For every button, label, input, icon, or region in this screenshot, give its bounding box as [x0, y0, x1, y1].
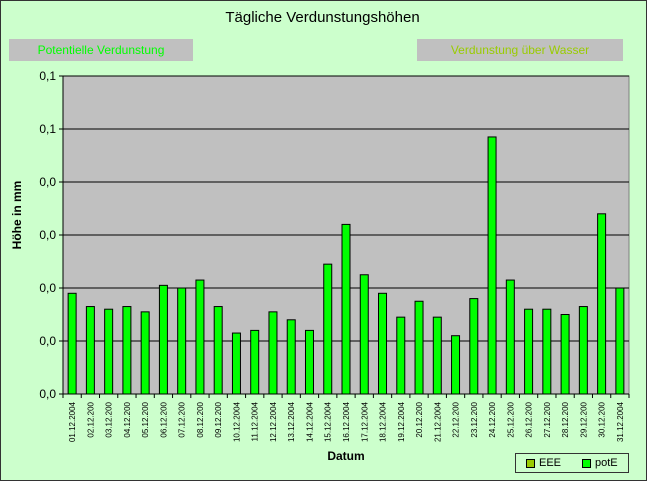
bar-pote — [414, 300, 424, 395]
x-tick-label: 25.12.200 — [506, 401, 515, 437]
x-tick-label: 24.12.200 — [488, 401, 497, 437]
y-axis-title: Höhe in mm — [10, 180, 24, 250]
x-tick-label: 06.12.200 — [159, 401, 168, 437]
x-tick-label: 16.12.2004 — [342, 401, 351, 442]
bar-pote — [104, 308, 114, 395]
bar-pote — [615, 287, 625, 395]
bar-pote — [122, 306, 132, 395]
legend-swatch-pote — [582, 458, 591, 468]
x-tick-label: 28.12.200 — [561, 401, 570, 437]
x-tick-label: 09.12.200 — [214, 401, 223, 437]
x-tick-label: 26.12.200 — [525, 401, 534, 437]
x-tick-label: 17.12.2004 — [360, 401, 369, 442]
y-tick-label: 0,0 — [39, 387, 56, 401]
x-tick-label: 21.12.2004 — [433, 401, 442, 442]
x-tick-label: 07.12.200 — [178, 401, 187, 437]
bar-pote — [359, 274, 369, 395]
bar-pote — [177, 287, 187, 395]
bar-pote — [578, 306, 588, 395]
y-tick-label: 0,1 — [39, 69, 56, 83]
bar-pote — [597, 213, 607, 395]
x-tick-label: 01.12.2004 — [68, 401, 77, 442]
x-tick-label: 30.12.200 — [598, 401, 607, 437]
legend-label-eee: EEE — [539, 457, 562, 469]
bar-pote — [487, 136, 497, 395]
bar-pote — [158, 284, 168, 395]
x-tick-label: 15.12.2004 — [324, 401, 333, 442]
bar-pote — [250, 329, 260, 395]
x-tick-label: 11.12.2004 — [251, 401, 260, 441]
x-tick-label: 12.12.2004 — [269, 401, 278, 442]
bar-pote — [505, 279, 515, 395]
x-tick-label: 08.12.200 — [196, 401, 205, 437]
bar-pote — [432, 316, 442, 395]
y-tick-label: 0,0 — [39, 175, 56, 189]
y-tick-label: 0,1 — [39, 122, 56, 136]
x-tick-label: 19.12.2004 — [397, 401, 406, 442]
x-tick-label: 20.12.200 — [415, 401, 424, 437]
x-axis-title: Datum — [327, 449, 365, 463]
legend: EEE potE — [515, 453, 629, 473]
bar-pote — [268, 311, 278, 395]
bar-pote — [451, 335, 461, 395]
bar-pote — [67, 292, 77, 395]
legend-label-pote: potE — [595, 457, 618, 469]
y-tick-label: 0,0 — [39, 281, 56, 295]
legend-item-pote: potE — [582, 457, 618, 469]
x-tick-label: 05.12.200 — [141, 401, 150, 437]
bar-pote — [85, 306, 95, 395]
annotation-potential-evaporation: Potentielle Verdunstung — [9, 39, 193, 61]
x-tick-label: 13.12.2004 — [287, 401, 296, 442]
bar-pote — [524, 308, 534, 395]
bar-pote — [231, 332, 241, 395]
x-tick-label: 10.12.2004 — [232, 401, 241, 442]
x-tick-label: 14.12.2004 — [305, 401, 314, 442]
bar-pote — [195, 279, 205, 395]
bar-pote — [140, 311, 150, 395]
bar-pote — [560, 314, 570, 395]
bar-pote — [378, 292, 388, 395]
x-tick-label: 22.12.200 — [452, 401, 461, 437]
bar-pote — [213, 306, 223, 395]
x-tick-label: 27.12.200 — [543, 401, 552, 437]
x-tick-label: 04.12.200 — [123, 401, 132, 437]
bar-pote — [396, 316, 406, 395]
x-tick-label: 23.12.200 — [470, 401, 479, 437]
y-tick-label: 0,0 — [39, 228, 56, 242]
y-tick-label: 0,0 — [39, 334, 56, 348]
bar-pote — [469, 298, 479, 395]
x-tick-label: 18.12.2004 — [379, 401, 388, 442]
x-tick-label: 29.12.200 — [579, 401, 588, 437]
bar-pote — [542, 308, 552, 395]
bar-pote — [323, 263, 333, 395]
bar-pote — [286, 319, 296, 395]
legend-item-eee: EEE — [526, 457, 561, 469]
x-tick-label: 03.12.200 — [105, 401, 114, 437]
chart-title: Tägliche Verdunstungshöhen — [225, 9, 420, 26]
legend-swatch-eee — [526, 458, 535, 468]
annotation-water-evaporation: Verdunstung über Wasser — [417, 39, 623, 61]
x-tick-label: 31.12.2004 — [616, 401, 625, 442]
x-tick-label: 02.12.200 — [86, 401, 95, 437]
bar-pote — [341, 223, 351, 395]
bar-pote — [304, 329, 314, 395]
